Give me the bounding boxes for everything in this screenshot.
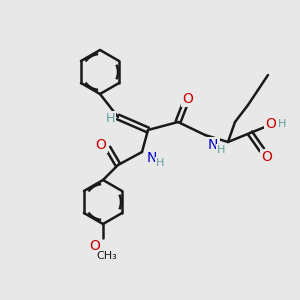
Text: O: O — [183, 92, 194, 106]
Text: O: O — [90, 239, 101, 253]
Text: O: O — [262, 150, 272, 164]
Text: H: H — [156, 158, 164, 168]
Text: O: O — [96, 138, 106, 152]
Text: N: N — [208, 138, 218, 152]
Text: H: H — [105, 112, 115, 125]
Text: H: H — [217, 145, 225, 155]
Text: CH₃: CH₃ — [97, 251, 117, 261]
Text: N: N — [147, 151, 158, 165]
Text: O: O — [266, 117, 276, 131]
Text: H: H — [278, 119, 286, 129]
